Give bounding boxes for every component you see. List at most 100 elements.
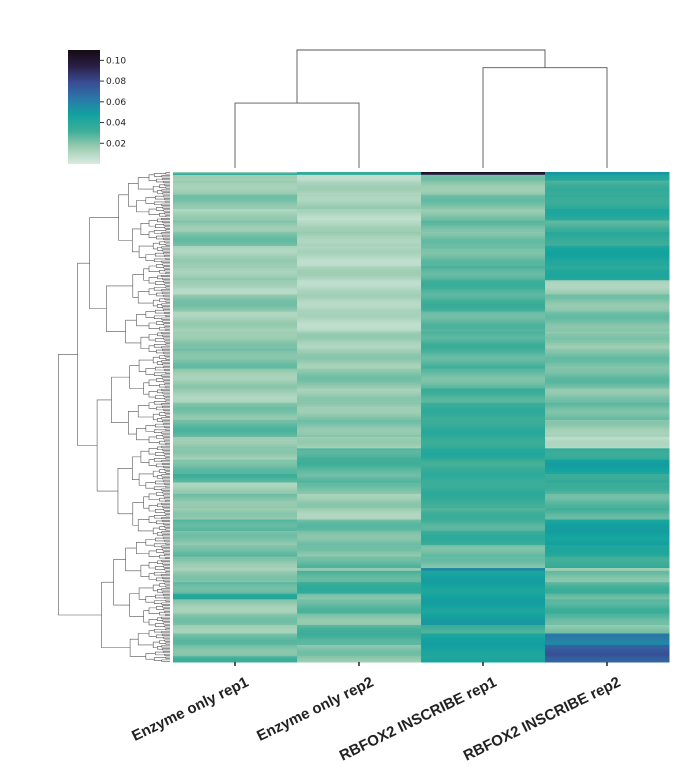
- heatmap-cell: [297, 237, 422, 240]
- heatmap-cell: [421, 595, 546, 597]
- row-dendrogram-link: [161, 217, 170, 221]
- row-dendrogram-link: [165, 443, 170, 446]
- heatmap-cell: [297, 646, 422, 649]
- row-dendrogram-link: [161, 574, 170, 577]
- heatmap-cell: [545, 523, 670, 526]
- heatmap-cell: [297, 347, 422, 350]
- heatmap-cell: [421, 308, 546, 311]
- heatmap-cell: [545, 207, 670, 210]
- heatmap-cell: [173, 381, 298, 384]
- heatmap-cell: [545, 405, 670, 408]
- heatmap-cell: [421, 657, 546, 660]
- heatmap-cell: [545, 412, 670, 415]
- heatmap-cell: [173, 374, 298, 377]
- heatmap-cell: [297, 399, 422, 402]
- heatmap-cell: [297, 429, 422, 432]
- heatmap-cell: [173, 603, 298, 606]
- heatmap-cell: [421, 516, 546, 519]
- heatmap-cell: [173, 654, 298, 657]
- heatmap-cell: [297, 384, 422, 387]
- heatmap-cell: [545, 236, 670, 239]
- heatmap-cell: [297, 614, 422, 617]
- heatmap-cell: [545, 320, 670, 323]
- heatmap-cell: [421, 489, 546, 492]
- heatmap-cell: [297, 374, 422, 377]
- heatmap-cell: [421, 558, 546, 560]
- row-dendrogram-link: [163, 280, 170, 283]
- heatmap-cell: [545, 613, 670, 616]
- heatmap-cell: [545, 248, 670, 251]
- heatmap-cell: [297, 555, 422, 558]
- heatmap-cell: [297, 654, 422, 657]
- row-dendrogram-link: [140, 222, 149, 235]
- heatmap-cell: [545, 498, 670, 501]
- heatmap-cell: [297, 419, 422, 422]
- heatmap-cell: [545, 624, 670, 627]
- heatmap-cell: [545, 550, 670, 553]
- heatmap-cell: [173, 640, 298, 643]
- row-dendrogram-link: [161, 645, 170, 648]
- heatmap-cell: [545, 203, 670, 206]
- heatmap-cell: [421, 264, 546, 267]
- heatmap-cell: [173, 313, 298, 315]
- heatmap-cell: [173, 244, 298, 247]
- heatmap-cell: [297, 602, 422, 605]
- heatmap-cell: [421, 647, 546, 650]
- heatmap-cell: [545, 495, 670, 498]
- heatmap-cell: [545, 226, 670, 229]
- heatmap-cell: [421, 465, 546, 468]
- heatmap-cell: [173, 223, 298, 226]
- heatmap-cell: [173, 310, 298, 313]
- heatmap-cell: [421, 236, 546, 239]
- heatmap-cell: [297, 412, 422, 415]
- heatmap-cell: [421, 324, 546, 327]
- heatmap-cell: [297, 231, 422, 234]
- heatmap-cell: [421, 267, 546, 270]
- heatmap-cell: [297, 291, 422, 294]
- heatmap-cell: [545, 607, 670, 610]
- heatmap-cell: [173, 550, 298, 553]
- heatmap-cell: [173, 609, 298, 612]
- heatmap-cell: [421, 237, 546, 240]
- heatmap-cell: [173, 308, 298, 311]
- heatmap-cell: [173, 647, 298, 650]
- heatmap-cell: [421, 190, 546, 193]
- heatmap-cell: [297, 609, 422, 612]
- heatmap-cell: [173, 563, 298, 566]
- heatmap-cell: [545, 652, 670, 654]
- heatmap-cell: [297, 425, 422, 428]
- heatmap-cell: [173, 371, 298, 374]
- heatmap-cell: [545, 303, 670, 305]
- heatmap-cell: [297, 307, 422, 310]
- row-dendrogram-link: [155, 566, 165, 570]
- heatmap-cell: [173, 429, 298, 432]
- heatmap-cell: [173, 462, 298, 465]
- row-dendrogram-link: [140, 564, 149, 577]
- heatmap-cell: [421, 297, 546, 300]
- heatmap-cell: [545, 251, 670, 254]
- heatmap-cell: [545, 597, 670, 600]
- heatmap-cell: [545, 241, 670, 244]
- row-dendrogram-link: [155, 452, 165, 456]
- heatmap-cell: [297, 518, 422, 521]
- heatmap-cell: [173, 399, 298, 402]
- heatmap-cell: [421, 347, 546, 350]
- heatmap-cell: [297, 586, 422, 589]
- heatmap-cell: [421, 660, 546, 663]
- heatmap-cell: [297, 522, 422, 525]
- row-dendrogram-link: [155, 252, 165, 257]
- heatmap-cell: [297, 583, 422, 586]
- row-dendrogram-link: [164, 539, 170, 542]
- heatmap-cell: [173, 401, 298, 404]
- heatmap-cell: [421, 632, 546, 635]
- heatmap-cell: [545, 502, 670, 505]
- column-label: Enzyme only rep2: [254, 674, 376, 745]
- heatmap-cell: [173, 320, 298, 323]
- heatmap-cell: [421, 203, 546, 206]
- heatmap-cell: [421, 519, 546, 522]
- heatmap-cell: [173, 327, 298, 330]
- heatmap-cell: [173, 234, 298, 237]
- heatmap-cell: [173, 224, 298, 227]
- heatmap-cell: [545, 576, 670, 579]
- row-dendrogram-link: [155, 623, 165, 627]
